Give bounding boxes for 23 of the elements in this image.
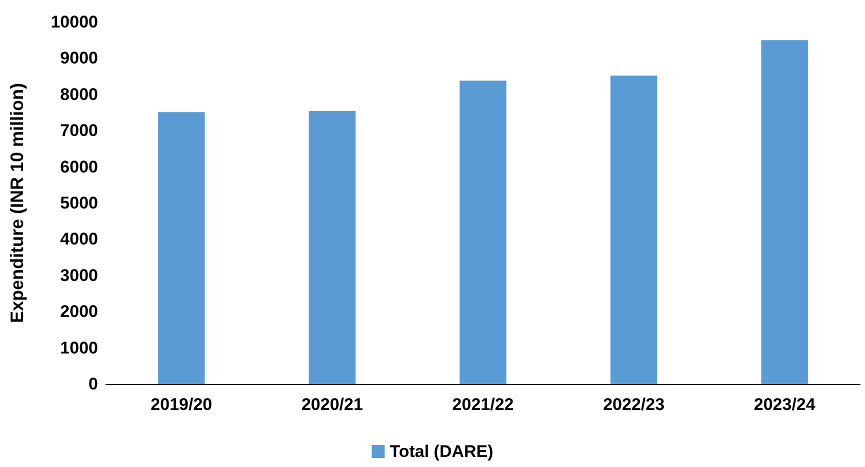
- x-tick-label: 2022/23: [603, 395, 665, 414]
- y-tick-label: 0: [88, 374, 98, 394]
- bar: [761, 40, 808, 384]
- bar: [158, 112, 205, 384]
- bar: [610, 76, 658, 384]
- y-tick-label: 4000: [60, 230, 98, 249]
- y-tick-label: 3000: [60, 266, 98, 285]
- x-tick-label: 2019/20: [150, 395, 212, 414]
- x-tick-label: 2020/21: [301, 395, 363, 414]
- legend-label: Total (DARE): [390, 442, 494, 461]
- y-tick-label: 7000: [60, 121, 98, 140]
- y-tick-label: 2000: [60, 302, 98, 322]
- bar: [460, 80, 506, 384]
- y-tick-label: 6000: [60, 157, 98, 176]
- y-tick-label: 10000: [50, 12, 98, 32]
- x-tick-label: 2021/22: [452, 395, 514, 414]
- x-tick-label: 2023/24: [754, 395, 816, 414]
- y-tick-label: 8000: [60, 84, 98, 104]
- bar: [308, 111, 356, 384]
- y-tick-label: 5000: [60, 194, 98, 212]
- y-tick-label: 1000: [60, 338, 98, 358]
- y-tick-label: 9000: [60, 48, 98, 68]
- y-axis-title: Expenditure (INR 10 million): [7, 82, 27, 324]
